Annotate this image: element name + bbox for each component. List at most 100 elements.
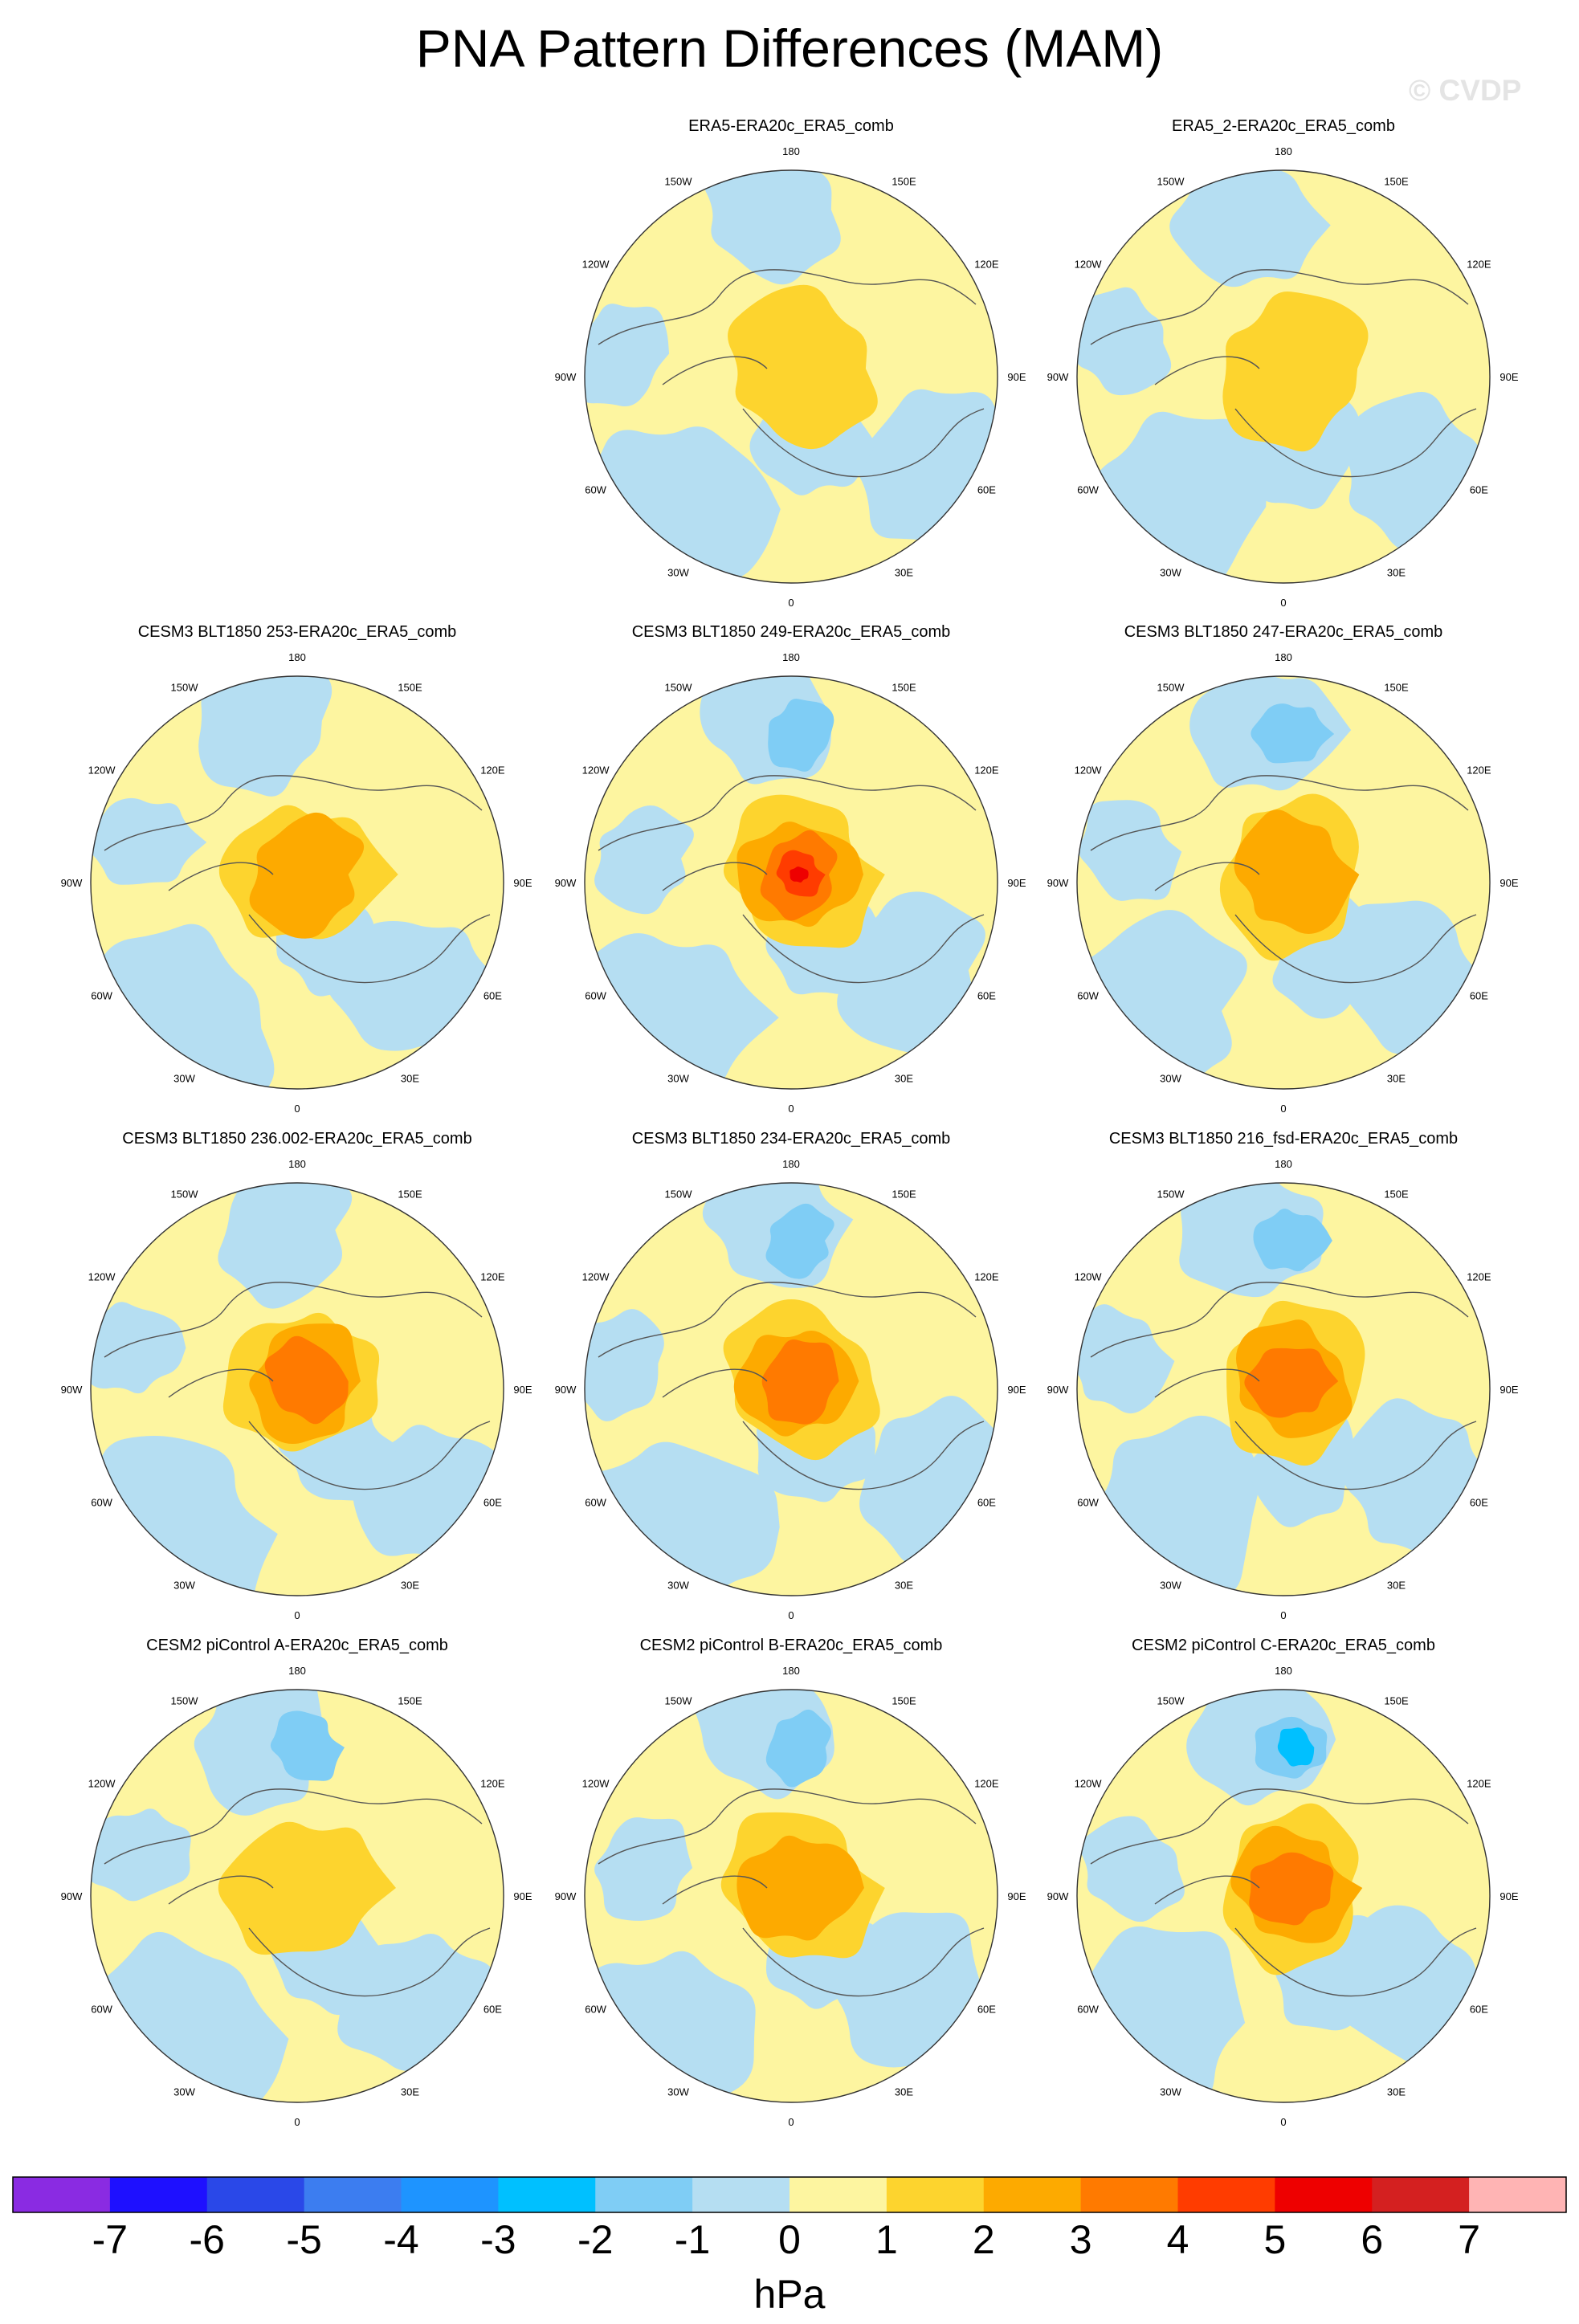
negative-anomaly-region	[194, 1690, 325, 1816]
longitude-label: 120W	[582, 1271, 610, 1283]
longitude-label: 30W	[1160, 566, 1181, 578]
longitude-label: 150W	[665, 1695, 693, 1707]
longitude-label: 180	[1275, 145, 1292, 157]
map-boundary	[90, 1182, 504, 1596]
longitude-label: 90E	[1007, 1890, 1026, 1902]
longitude-label: 90W	[61, 1890, 83, 1902]
negative-anomaly-region	[594, 1817, 693, 1921]
colorbar-tick-label: -2	[577, 2217, 614, 2262]
map-panel: CESM3 BLT1850 249-ERA20c_ERA5_comb 180 150…	[545, 623, 1037, 1137]
longitude-label: 60E	[977, 2004, 996, 2016]
panel-title: CESM3 BLT1850 236.002-ERA20c_ERA5_comb	[122, 1130, 472, 1148]
longitude-label: 0	[788, 1103, 794, 1115]
positive-anomaly-level-3	[761, 1339, 839, 1425]
negative-anomaly-region	[1080, 1816, 1185, 1922]
colorbar-swatch	[886, 2177, 985, 2212]
longitude-label: 150E	[1384, 682, 1409, 694]
polar-map: 180 150W 150E 120W 120E 90W 90E 60W 60E 30W 30E 0	[1047, 1665, 1519, 2128]
longitude-label: 90W	[555, 1384, 577, 1396]
map-boundary	[1076, 169, 1491, 584]
longitude-label: 150W	[171, 1189, 199, 1201]
coastline	[598, 775, 985, 984]
longitude-label: 30E	[1387, 2085, 1406, 2098]
polar-map: 180 150W 150E 120W 120E 90W 90E 60W 60E 30W 30E 0	[555, 1665, 1026, 2128]
polar-map: 180 150W 150E 120W 120E 90W 90E 60W 60E 30W 30E 0	[61, 1158, 532, 1621]
map-panel: CESM2 piControl C-ERA20c_ERA5_comb 180 150…	[1038, 1637, 1529, 2151]
panel-title: CESM2 piControl A-ERA20c_ERA5_comb	[146, 1637, 448, 1654]
colorbar-swatch	[1372, 2177, 1470, 2212]
coastline	[104, 1282, 491, 1490]
map-boundary	[1076, 1689, 1491, 2103]
longitude-label: 90E	[1007, 877, 1026, 889]
map-panel: CESM3 BLT1850 236.002-ERA20c_ERA5_comb 18…	[51, 1130, 543, 1644]
map-panel: CESM2 piControl A-ERA20c_ERA5_comb 180 150…	[51, 1637, 543, 2151]
longitude-label: 90W	[1047, 1384, 1069, 1396]
longitude-label: 30W	[667, 566, 689, 578]
positive-anomaly-level-3	[264, 1335, 349, 1425]
map-boundary	[584, 1689, 998, 2103]
coastline	[104, 775, 491, 984]
coastline	[1090, 1788, 1477, 1997]
longitude-label: 120W	[582, 1778, 610, 1790]
longitude-label: 60E	[483, 1497, 502, 1509]
longitude-label: 90W	[1047, 1890, 1069, 1902]
polar-map: 180 150W 150E 120W 120E 90W 90E 60W 60E 30W 30E 0	[1047, 145, 1519, 609]
longitude-label: 0	[1280, 1103, 1286, 1115]
map-panel: CESM3 BLT1850 234-ERA20c_ERA5_comb 180 150…	[545, 1130, 1037, 1644]
longitude-label: 60W	[91, 990, 112, 1002]
map-panel: ERA5-ERA20c_ERA5_comb 180 150W 150E 120W 120E…	[545, 117, 1037, 631]
colorbar-tick-label: 4	[1166, 2217, 1189, 2262]
longitude-label: 60E	[977, 1497, 996, 1509]
colorbar-swatch	[304, 2177, 402, 2212]
colorbar-unit-label: hPa	[753, 2272, 826, 2317]
longitude-label: 90W	[555, 371, 577, 383]
longitude-label: 120W	[88, 764, 116, 777]
colorbar-swatch	[790, 2177, 887, 2212]
map-boundary	[584, 1182, 998, 1596]
longitude-label: 30E	[1387, 566, 1406, 578]
longitude-label: 120E	[974, 764, 999, 777]
longitude-label: 150E	[398, 682, 422, 694]
coastline	[598, 1282, 985, 1490]
polar-map: 180 150W 150E 120W 120E 90W 90E 60W 60E 30W 30E 0	[555, 145, 1026, 609]
colorbar-tick-label: 0	[778, 2217, 801, 2262]
negative-anomaly-region	[91, 1808, 191, 1902]
longitude-label: 150W	[1157, 1695, 1185, 1707]
map-panel: CESM3 BLT1850 216_fsd-ERA20c_ERA5_comb 18…	[1038, 1130, 1529, 1644]
colorbar-tick-label: 2	[972, 2217, 995, 2262]
longitude-label: 150W	[1157, 176, 1185, 188]
positive-anomaly-level-3	[1249, 1852, 1334, 1926]
longitude-label: 30E	[1387, 1072, 1406, 1084]
longitude-label: 150E	[398, 1189, 422, 1201]
longitude-label: 150W	[171, 1695, 199, 1707]
longitude-label: 90W	[555, 877, 577, 889]
longitude-label: 30W	[1160, 1072, 1181, 1084]
longitude-label: 90E	[513, 877, 532, 889]
negative-anomaly-core	[765, 1203, 834, 1279]
longitude-label: 120E	[1467, 764, 1491, 777]
negative-anomaly-region	[1078, 800, 1182, 901]
longitude-label: 150E	[892, 682, 916, 694]
longitude-label: 60E	[1470, 990, 1488, 1002]
colorbar-swatch	[109, 2177, 208, 2212]
longitude-label: 150E	[1384, 176, 1409, 188]
colorbar-tick-label: 6	[1361, 2217, 1384, 2262]
map-boundary	[1076, 1182, 1491, 1596]
longitude-label: 150E	[1384, 1695, 1409, 1707]
positive-anomaly-level-2	[249, 812, 365, 939]
longitude-label: 150E	[892, 176, 916, 188]
colorbar-tick-label: -4	[383, 2217, 419, 2262]
longitude-label: 60E	[977, 484, 996, 496]
colorbar-tick-label: -3	[480, 2217, 516, 2262]
longitude-label: 150E	[892, 1695, 916, 1707]
coastline	[598, 1788, 985, 1997]
map-boundary	[584, 675, 998, 1090]
longitude-label: 120E	[1467, 1778, 1491, 1790]
polar-map: 180 150W 150E 120W 120E 90W 90E 60W 60E 30W 30E 0	[61, 651, 532, 1115]
longitude-label: 60E	[483, 990, 502, 1002]
longitude-label: 120W	[1075, 1778, 1103, 1790]
coastline	[598, 269, 985, 478]
longitude-label: 90W	[61, 877, 83, 889]
longitude-label: 90E	[1499, 877, 1518, 889]
